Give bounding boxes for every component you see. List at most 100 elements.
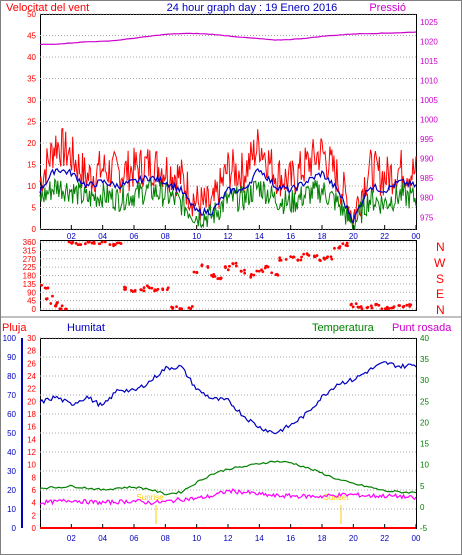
humidity-x-tick-20: 20	[349, 534, 358, 543]
direction-y-tick-0: 0	[32, 305, 37, 314]
direction-point	[53, 304, 57, 308]
temperature-label: Temperatura	[312, 322, 375, 334]
temperature-y-tick-10: 10	[420, 461, 429, 470]
humidity-x-tick-12: 12	[224, 534, 233, 543]
rain-y-tick-28: 28	[27, 347, 36, 356]
direction-point	[46, 286, 50, 290]
wind-y-tick-45: 45	[27, 32, 36, 41]
wind-y-tick-40: 40	[27, 53, 36, 62]
temperature-y-tick-40: 40	[420, 334, 429, 343]
direction-point	[369, 304, 373, 308]
direction-point	[165, 288, 169, 292]
humidity-y-tick-50: 50	[7, 429, 16, 438]
direction-point	[387, 307, 391, 310]
direction-point	[231, 262, 235, 266]
direction-point	[150, 286, 154, 290]
direction-y-tick-45: 45	[27, 297, 36, 306]
wind-y-tick-30: 30	[27, 96, 36, 105]
direction-point	[142, 286, 146, 290]
humidity-y-tick-60: 60	[7, 410, 16, 419]
direction-point	[65, 307, 68, 311]
direction-point	[228, 264, 231, 268]
direction-letter-n-bottom: N	[436, 303, 445, 317]
pressure-y-tick-980: 980	[420, 194, 434, 203]
temperature-y-tick-25: 25	[420, 397, 429, 406]
direction-point	[341, 242, 345, 246]
wind-x-tick-22: 22	[380, 232, 389, 241]
wind-y-tick-10: 10	[27, 182, 36, 191]
rain-y-tick-30: 30	[27, 334, 36, 343]
direction-letter-w: W	[434, 256, 446, 270]
direction-point	[188, 306, 191, 310]
direction-point	[354, 302, 358, 306]
humidity-y-tick-30: 30	[7, 467, 16, 476]
direction-point	[92, 242, 96, 245]
direction-point	[252, 273, 256, 277]
direction-point	[129, 289, 133, 292]
direction-point	[333, 246, 336, 250]
direction-point	[370, 306, 374, 310]
wind-y-tick-35: 35	[27, 75, 36, 84]
direction-point	[40, 283, 43, 287]
direction-point	[397, 304, 401, 307]
pressure-y-tick-1010: 1010	[420, 76, 438, 85]
direction-point	[83, 242, 87, 246]
wind-y-tick-5: 5	[32, 204, 37, 213]
direction-point	[147, 285, 151, 289]
direction-point	[351, 305, 355, 309]
graph-title: 24 hour graph day : 19 Enero 2016	[167, 2, 338, 14]
wind-x-tick-20: 20	[349, 232, 358, 241]
wind-x-tick-04: 04	[98, 232, 107, 241]
direction-point	[318, 258, 322, 262]
humidity-y-tick-70: 70	[7, 391, 16, 400]
humidity-x-tick-04: 04	[98, 534, 107, 543]
direction-point	[190, 305, 194, 308]
direction-point	[108, 243, 112, 246]
direction-point	[257, 269, 261, 273]
humidity-x-tick-08: 08	[161, 534, 170, 543]
wind-x-tick-14: 14	[255, 232, 264, 241]
direction-point	[323, 257, 327, 261]
direction-point	[263, 266, 267, 270]
humidity-line	[39, 361, 417, 435]
humidity-y-tick-100: 100	[3, 334, 17, 343]
direction-point	[103, 240, 107, 244]
temperature-y-tick-5: 5	[420, 482, 425, 491]
rain-y-tick-8: 8	[32, 473, 37, 482]
direction-point	[337, 246, 341, 250]
direction-point	[278, 258, 282, 262]
temperature-y-tick-0: 0	[420, 503, 425, 512]
wind-x-tick-10: 10	[192, 232, 201, 241]
direction-point	[302, 252, 306, 256]
rain-label: Pluja	[2, 322, 27, 334]
direction-point	[296, 258, 300, 262]
rain-y-tick-16: 16	[27, 423, 36, 432]
direction-point	[211, 275, 215, 279]
direction-point	[142, 289, 146, 293]
pressure-label: Pressió	[369, 2, 406, 14]
rain-y-tick-18: 18	[27, 410, 36, 419]
humidity-x-tick-22: 22	[380, 534, 389, 543]
direction-letter-n-top: N	[436, 240, 445, 254]
direction-point	[217, 276, 221, 280]
wind-x-tick-16: 16	[286, 232, 295, 241]
rain-y-tick-24: 24	[27, 372, 36, 381]
direction-point	[124, 288, 127, 291]
humidity-y-tick-10: 10	[7, 505, 16, 514]
pressure-y-tick-1015: 1015	[420, 57, 438, 66]
direction-point	[325, 256, 329, 260]
direction-point	[200, 264, 204, 268]
direction-point	[156, 287, 160, 291]
direction-point	[358, 305, 361, 309]
direction-point	[235, 264, 238, 268]
direction-point	[58, 307, 62, 311]
rain-y-tick-4: 4	[32, 499, 37, 508]
temperature-y-tick-35: 35	[420, 355, 429, 364]
dew-point-line	[39, 488, 417, 506]
direction-point	[300, 255, 303, 259]
humidity-x-tick-14: 14	[255, 534, 264, 543]
direction-point	[71, 240, 75, 244]
direction-point	[305, 252, 309, 256]
direction-point	[170, 305, 173, 309]
